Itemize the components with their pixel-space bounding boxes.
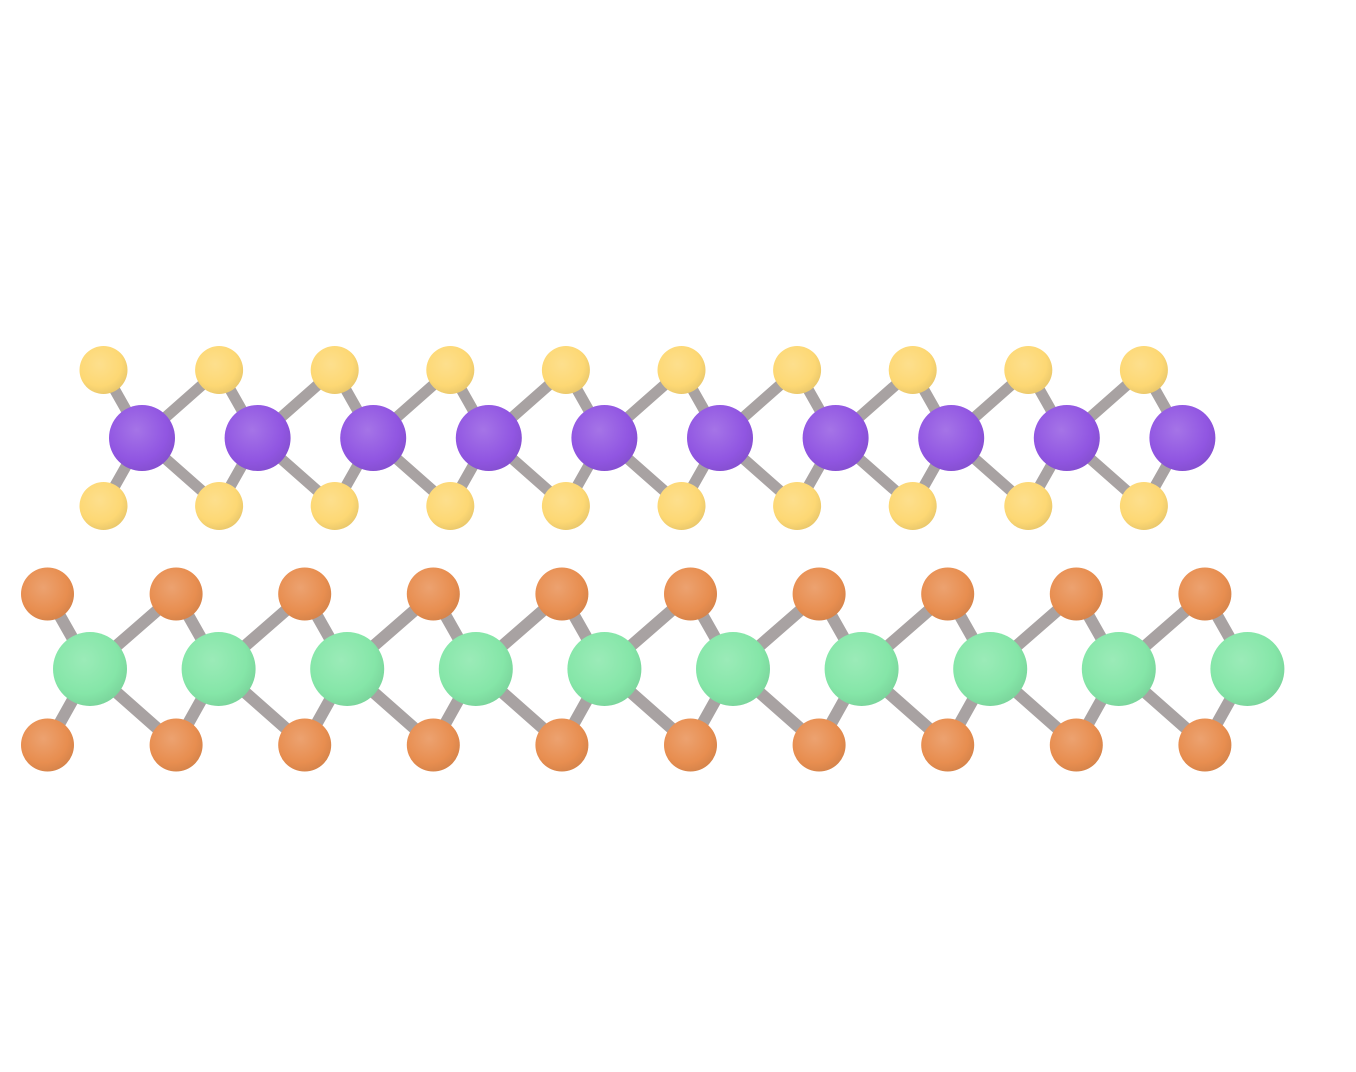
chalcogen-atom-upper bbox=[792, 567, 846, 621]
chalcogen-atom-lower bbox=[888, 482, 937, 530]
chalcogen-atom-lower bbox=[535, 718, 589, 772]
metal-atom bbox=[109, 405, 175, 471]
chalcogen-atom-lower bbox=[149, 718, 203, 772]
chalcogen-atom-upper bbox=[773, 346, 822, 394]
metal-atom bbox=[953, 632, 1028, 706]
metal-atom bbox=[918, 405, 985, 471]
chalcogen-atom-upper bbox=[888, 346, 937, 394]
metal-atom bbox=[438, 632, 513, 706]
metal-atom bbox=[455, 405, 522, 471]
chain-bottom-atoms bbox=[21, 567, 1285, 772]
metal-atom bbox=[310, 632, 385, 706]
chalcogen-atom-upper bbox=[149, 567, 203, 621]
chain-top bbox=[79, 346, 1216, 530]
chalcogen-atom-upper bbox=[657, 346, 706, 394]
chalcogen-atom-lower bbox=[1178, 718, 1232, 772]
chalcogen-atom-lower bbox=[1119, 482, 1168, 530]
chalcogen-atom-upper bbox=[426, 346, 475, 394]
metal-atom bbox=[567, 632, 642, 706]
metal-atom bbox=[1210, 632, 1285, 706]
chalcogen-atom-lower bbox=[79, 482, 128, 530]
chalcogen-atom-lower bbox=[1049, 718, 1103, 772]
metal-atom bbox=[1149, 405, 1216, 471]
chalcogen-atom-upper bbox=[1004, 346, 1053, 394]
chalcogen-atom-upper bbox=[664, 567, 717, 621]
chalcogen-atom-lower bbox=[406, 718, 460, 772]
chalcogen-atom-upper bbox=[1119, 346, 1168, 394]
metal-atom bbox=[181, 632, 256, 706]
chalcogen-atom-lower bbox=[664, 718, 717, 772]
metal-atom bbox=[802, 405, 869, 471]
chalcogen-atom-lower bbox=[426, 482, 475, 530]
chalcogen-atom-upper bbox=[1178, 567, 1232, 621]
chalcogen-atom-lower bbox=[792, 718, 846, 772]
chalcogen-atom-lower bbox=[278, 718, 332, 772]
chalcogen-atom-upper bbox=[921, 567, 975, 621]
chalcogen-atom-lower bbox=[21, 718, 74, 772]
chalcogen-atom-upper bbox=[1049, 567, 1103, 621]
metal-atom bbox=[571, 405, 638, 471]
chalcogen-atom-lower bbox=[1004, 482, 1053, 530]
chalcogen-atom-upper bbox=[195, 346, 244, 394]
chalcogen-atom-lower bbox=[921, 718, 975, 772]
chalcogen-atom-lower bbox=[657, 482, 706, 530]
metal-atom bbox=[224, 405, 291, 471]
chain-bottom bbox=[21, 567, 1285, 772]
metal-atom bbox=[696, 632, 770, 706]
chalcogen-atom-upper bbox=[535, 567, 589, 621]
chalcogen-atom-lower bbox=[541, 482, 590, 530]
chalcogen-atom-lower bbox=[773, 482, 822, 530]
chalcogen-atom-upper bbox=[278, 567, 332, 621]
chalcogen-atom-upper bbox=[406, 567, 460, 621]
chalcogen-atom-lower bbox=[310, 482, 359, 530]
metal-atom bbox=[824, 632, 899, 706]
metal-atom bbox=[687, 405, 753, 471]
chalcogen-atom-upper bbox=[541, 346, 590, 394]
chalcogen-atom-upper bbox=[310, 346, 359, 394]
metal-atom bbox=[1081, 632, 1156, 706]
metal-atom bbox=[53, 632, 127, 706]
chalcogen-atom-lower bbox=[195, 482, 244, 530]
chain-top-atoms bbox=[79, 346, 1216, 530]
metal-atom bbox=[340, 405, 407, 471]
chalcogen-atom-upper bbox=[79, 346, 128, 394]
chalcogen-atom-upper bbox=[21, 567, 74, 621]
metal-atom bbox=[1033, 405, 1100, 471]
